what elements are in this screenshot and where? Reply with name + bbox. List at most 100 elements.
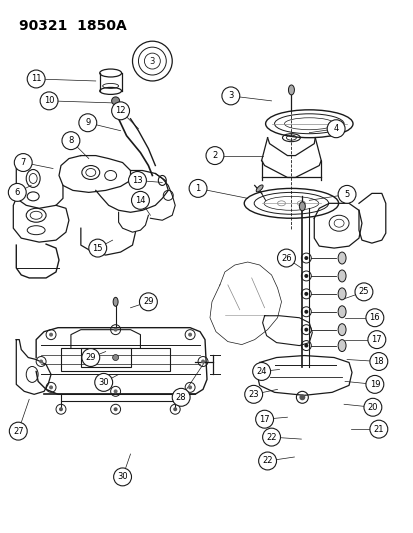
Circle shape <box>326 120 344 138</box>
Circle shape <box>8 183 26 201</box>
Text: 17: 17 <box>259 415 269 424</box>
Ellipse shape <box>337 270 345 282</box>
Ellipse shape <box>337 340 345 352</box>
Circle shape <box>90 354 97 360</box>
Circle shape <box>88 239 107 257</box>
Text: 29: 29 <box>85 353 96 362</box>
Text: 18: 18 <box>373 357 383 366</box>
Circle shape <box>82 349 100 367</box>
Circle shape <box>112 97 119 105</box>
Circle shape <box>367 330 385 349</box>
Text: 29: 29 <box>143 297 153 306</box>
Circle shape <box>189 180 206 197</box>
Circle shape <box>188 333 192 337</box>
Text: 27: 27 <box>13 426 24 435</box>
Circle shape <box>78 114 97 132</box>
Ellipse shape <box>288 85 294 95</box>
Circle shape <box>62 132 80 150</box>
Text: 3: 3 <box>228 91 233 100</box>
Text: 19: 19 <box>369 380 379 389</box>
Text: 22: 22 <box>266 433 276 442</box>
Text: 4: 4 <box>333 124 338 133</box>
Circle shape <box>262 428 280 446</box>
Text: 8: 8 <box>68 136 74 145</box>
Circle shape <box>277 249 295 267</box>
Circle shape <box>113 407 117 411</box>
Circle shape <box>113 468 131 486</box>
Circle shape <box>173 407 177 411</box>
Text: 14: 14 <box>135 196 145 205</box>
Text: 11: 11 <box>31 75 41 84</box>
Circle shape <box>113 389 117 393</box>
Circle shape <box>369 420 387 438</box>
Circle shape <box>244 385 262 403</box>
Circle shape <box>95 374 112 391</box>
Circle shape <box>365 375 383 393</box>
Text: 17: 17 <box>370 335 381 344</box>
Circle shape <box>40 92 58 110</box>
Text: 30: 30 <box>98 378 109 387</box>
Circle shape <box>112 354 118 360</box>
Circle shape <box>221 87 239 105</box>
Text: 90321  1850A: 90321 1850A <box>19 19 127 33</box>
Circle shape <box>206 147 223 165</box>
Circle shape <box>49 385 53 389</box>
Circle shape <box>258 452 276 470</box>
Text: 16: 16 <box>369 313 379 322</box>
Text: 7: 7 <box>21 158 26 167</box>
Circle shape <box>113 328 117 332</box>
Text: 15: 15 <box>92 244 103 253</box>
Circle shape <box>188 385 192 389</box>
Circle shape <box>304 310 308 314</box>
Text: 30: 30 <box>117 472 128 481</box>
Ellipse shape <box>299 202 305 211</box>
Circle shape <box>252 362 270 381</box>
Circle shape <box>304 328 308 332</box>
Circle shape <box>304 292 308 296</box>
Text: 26: 26 <box>280 254 291 263</box>
Circle shape <box>363 398 381 416</box>
Text: 2: 2 <box>212 151 217 160</box>
Ellipse shape <box>337 252 345 264</box>
Text: 25: 25 <box>358 287 368 296</box>
Circle shape <box>27 70 45 88</box>
Circle shape <box>354 283 372 301</box>
Text: 12: 12 <box>115 106 126 115</box>
Ellipse shape <box>113 297 118 306</box>
Ellipse shape <box>337 324 345 336</box>
Circle shape <box>59 407 63 411</box>
Ellipse shape <box>256 185 263 192</box>
Text: 22: 22 <box>262 456 272 465</box>
Circle shape <box>304 274 308 278</box>
Circle shape <box>365 309 383 327</box>
Text: 21: 21 <box>373 425 383 434</box>
Circle shape <box>9 422 27 440</box>
Circle shape <box>201 360 204 364</box>
Circle shape <box>128 172 146 189</box>
Circle shape <box>172 389 190 406</box>
Text: 10: 10 <box>44 96 54 106</box>
Circle shape <box>255 410 273 428</box>
Text: 1: 1 <box>195 184 200 193</box>
Circle shape <box>49 333 53 337</box>
Text: 24: 24 <box>256 367 266 376</box>
Text: 28: 28 <box>176 393 186 402</box>
Text: 5: 5 <box>344 190 349 199</box>
Circle shape <box>304 344 308 348</box>
Ellipse shape <box>337 306 345 318</box>
Text: 9: 9 <box>85 118 90 127</box>
Text: 23: 23 <box>248 390 259 399</box>
Circle shape <box>14 154 32 172</box>
Circle shape <box>299 394 305 400</box>
Text: 20: 20 <box>367 403 377 412</box>
Circle shape <box>112 102 129 120</box>
Text: 13: 13 <box>132 176 142 185</box>
Text: 6: 6 <box>14 188 20 197</box>
Ellipse shape <box>337 288 345 300</box>
Circle shape <box>304 256 308 260</box>
Circle shape <box>39 360 43 364</box>
Text: 3: 3 <box>150 56 155 66</box>
Circle shape <box>139 293 157 311</box>
Circle shape <box>131 191 149 209</box>
Circle shape <box>369 352 387 370</box>
